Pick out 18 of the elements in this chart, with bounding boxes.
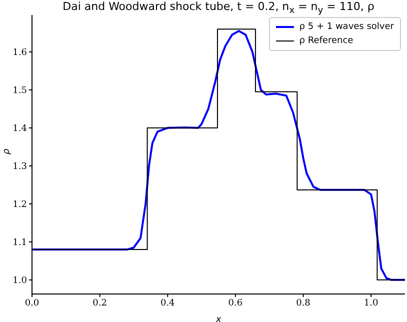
x-tick-label: 0.6 [228,298,243,308]
legend-label: ρ 5 + 1 waves solver [299,21,394,34]
x-tick-label: 0.4 [160,298,176,308]
y-tick-label: 1.3 [12,162,28,172]
legend-label: ρ Reference [299,35,354,48]
y-tick-label: 1.4 [12,124,28,134]
y-axis-title: ρ [2,148,12,154]
x-tick-label: 0.8 [296,298,311,308]
y-tick-label: 1.5 [12,86,28,96]
y-tick-label: 1.6 [12,48,28,58]
x-axis-title: x [214,315,222,322]
x-tick-label: 0.2 [92,298,107,308]
chart-title: Dai and Woodward shock tube, t = 0.2, n$_{x}$ = n$_{y}$ = 110, ρ [62,0,376,16]
y-tick-label: 1.2 [12,200,27,210]
x-tick-label: 0.0 [24,298,40,308]
y-tick-label: 1.0 [12,276,28,286]
x-tick-label: 1.0 [364,298,379,308]
y-tick-label: 1.1 [12,238,27,248]
